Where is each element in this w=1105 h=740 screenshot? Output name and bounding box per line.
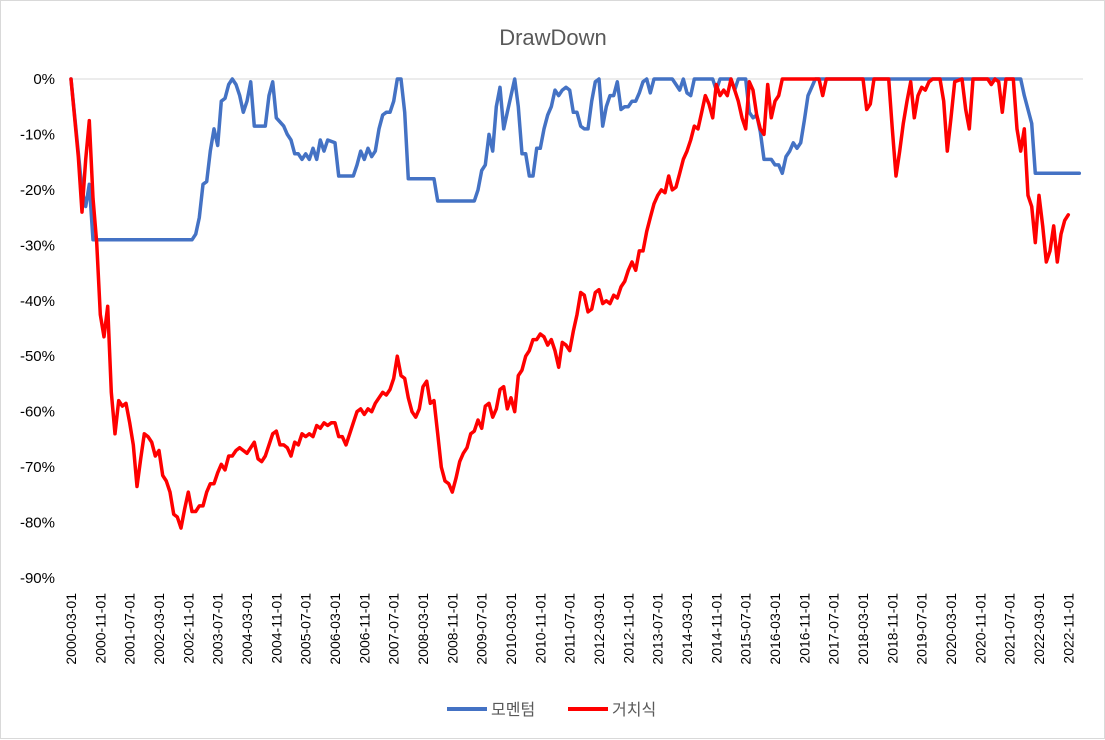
x-tick-label: 2020-11-01 [972, 593, 988, 664]
legend-label-0: 모멘텀 [491, 701, 535, 719]
legend: 모멘텀 거치식 [447, 701, 656, 719]
x-tick-label: 2001-07-01 [122, 593, 138, 665]
x-tick-label: 2016-11-01 [796, 593, 812, 664]
x-tick-label: 2007-07-01 [386, 593, 402, 665]
y-tick-label: -50% [20, 348, 55, 365]
y-axis: 0% -10% -20% -30% -40% -50% -60% -70% -80% -90% [20, 71, 1083, 587]
x-tick-label: 2008-11-01 [444, 593, 460, 664]
y-tick-label: -20% [20, 182, 55, 199]
x-tick-label: 2002-03-01 [151, 593, 167, 665]
x-tick-label: 2010-03-01 [503, 593, 519, 665]
x-tick-label: 2009-07-01 [474, 593, 490, 665]
x-tick-label: 2015-07-01 [738, 593, 754, 665]
y-tick-label: -40% [20, 293, 55, 310]
x-tick-label: 2017-07-01 [826, 593, 842, 665]
x-tick-label: 2014-11-01 [708, 593, 724, 664]
x-tick-label: 2004-03-01 [239, 593, 255, 665]
x-tick-label: 2014-03-01 [679, 593, 695, 665]
y-tick-label: -80% [20, 515, 55, 532]
x-tick-label: 2012-03-01 [591, 593, 607, 665]
x-tick-label: 2019-07-01 [914, 593, 930, 665]
x-tick-label: 2000-11-01 [92, 593, 108, 664]
x-tick-label: 2000-03-01 [63, 593, 79, 665]
x-tick-label: 2005-07-01 [298, 593, 314, 665]
chart-title: DrawDown [499, 25, 607, 50]
series-line-1 [69, 77, 1071, 530]
x-tick-label: 2022-11-01 [1060, 593, 1076, 664]
plot-lines [69, 77, 1082, 530]
x-tick-label: 2018-03-01 [855, 593, 871, 665]
y-tick-label: 0% [33, 71, 55, 88]
x-tick-label: 2002-11-01 [180, 593, 196, 664]
x-tick-label: 2020-03-01 [943, 593, 959, 665]
x-tick-label: 2006-03-01 [327, 593, 343, 665]
x-tick-label: 2012-11-01 [620, 593, 636, 664]
series-line-0 [69, 77, 1082, 242]
x-axis: 2000-03-01 2000-11-01 2001-07-01 2002-03-01… [63, 593, 1076, 665]
x-tick-label: 2011-07-01 [562, 593, 578, 664]
x-tick-label: 2004-11-01 [268, 593, 284, 664]
x-tick-label: 2006-11-01 [356, 593, 372, 664]
y-tick-label: -10% [20, 126, 55, 143]
x-tick-label: 2016-03-01 [767, 593, 783, 665]
x-tick-label: 2013-07-01 [650, 593, 666, 665]
x-tick-label: 2003-07-01 [210, 593, 226, 665]
x-tick-label: 2010-11-01 [532, 593, 548, 664]
y-tick-label: -30% [20, 237, 55, 254]
y-tick-label: -60% [20, 404, 55, 421]
x-tick-label: 2021-07-01 [1002, 593, 1018, 665]
x-tick-label: 2018-11-01 [884, 593, 900, 664]
x-tick-label: 2022-03-01 [1031, 593, 1047, 665]
y-tick-label: -70% [20, 459, 55, 476]
x-tick-label: 2008-03-01 [415, 593, 431, 665]
y-tick-label: -90% [20, 570, 55, 587]
legend-label-1: 거치식 [612, 701, 656, 719]
